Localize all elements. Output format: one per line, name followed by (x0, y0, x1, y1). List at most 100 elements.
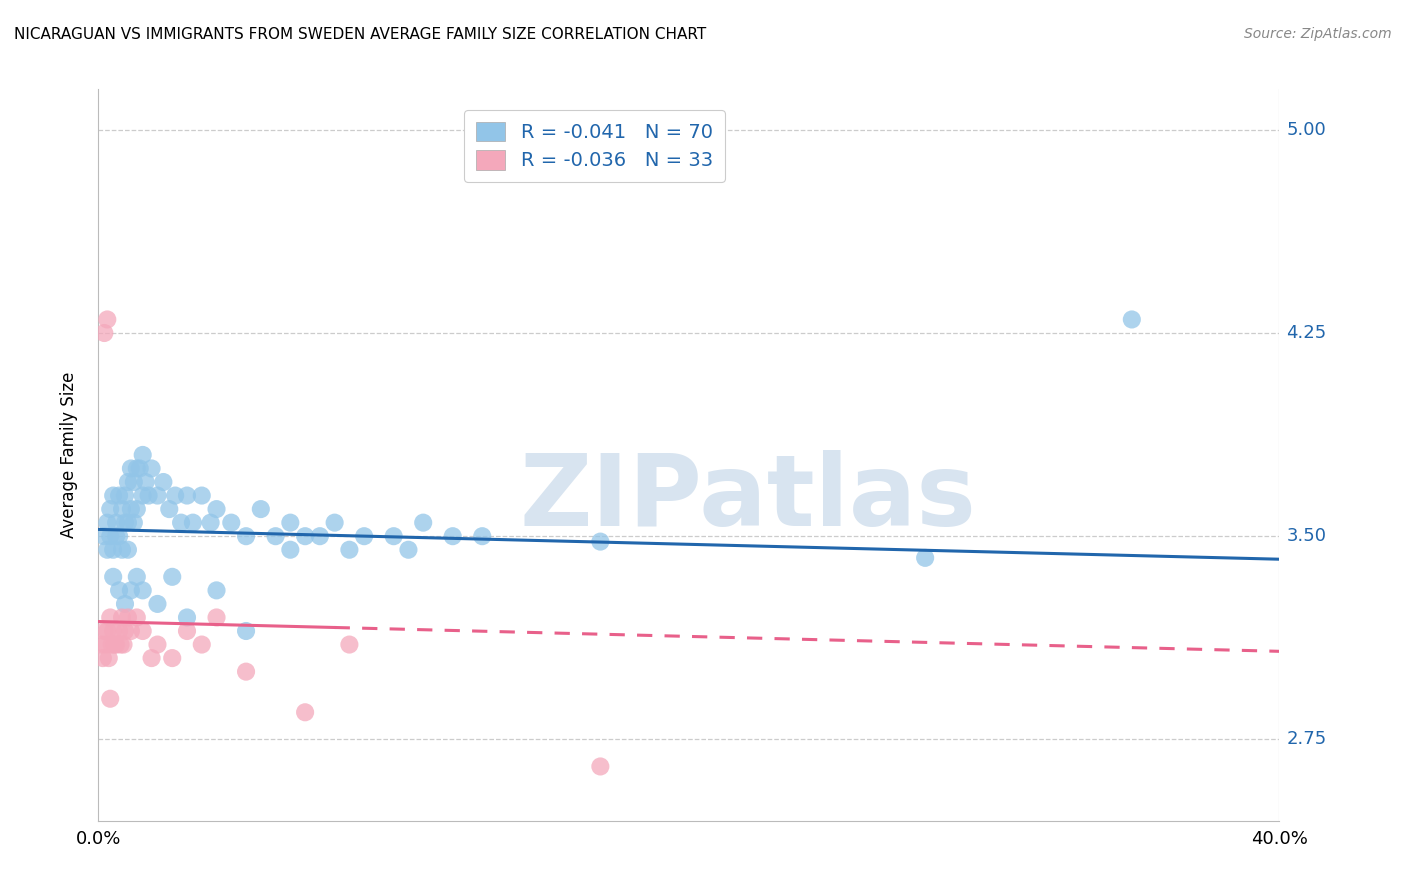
Point (471, 529, 494, 543)
Point (441, 529, 464, 543)
Point (294, 529, 316, 543)
Point (98, 502, 121, 516)
Point (108, 624, 131, 638)
Point (96, 542, 118, 557)
Point (103, 542, 125, 557)
Point (114, 597, 136, 611)
Point (176, 610, 198, 624)
Point (117, 610, 139, 624)
Legend: R = -0.041   N = 70, R = -0.036   N = 33: R = -0.041 N = 70, R = -0.036 N = 33 (464, 110, 724, 182)
Point (132, 489, 155, 503)
Point (353, 529, 375, 543)
Point (181, 516, 204, 530)
Point (98, 691, 121, 706)
Point (141, 461, 163, 475)
Point (114, 516, 136, 530)
Point (294, 706, 316, 720)
Point (138, 489, 160, 503)
Point (93, 326, 115, 340)
Point (96, 312, 118, 326)
Point (132, 624, 155, 638)
Text: 2.75: 2.75 (1286, 731, 1327, 748)
Text: NICARAGUAN VS IMMIGRANTS FROM SWEDEN AVERAGE FAMILY SIZE CORRELATION CHART: NICARAGUAN VS IMMIGRANTS FROM SWEDEN AVE… (14, 27, 706, 42)
Y-axis label: Average Family Size: Average Family Size (59, 372, 77, 538)
Point (125, 461, 148, 475)
Point (250, 502, 273, 516)
Point (165, 489, 187, 503)
Point (120, 624, 142, 638)
Point (162, 570, 183, 584)
Point (104, 638, 127, 652)
Point (103, 624, 125, 638)
Point (589, 534, 612, 549)
Point (108, 529, 131, 543)
Point (219, 516, 243, 530)
Point (120, 461, 142, 475)
Point (105, 516, 128, 530)
Point (176, 489, 198, 503)
Point (132, 583, 155, 598)
Point (132, 448, 155, 462)
Point (112, 638, 135, 652)
Point (157, 502, 180, 516)
Point (93, 529, 115, 543)
Point (105, 529, 128, 543)
Point (110, 638, 132, 652)
Point (278, 516, 302, 530)
Point (191, 489, 214, 503)
Point (170, 516, 193, 530)
Point (205, 583, 228, 598)
Point (108, 489, 131, 503)
Point (309, 529, 332, 543)
Point (108, 583, 131, 598)
Point (152, 475, 174, 489)
Point (146, 489, 169, 503)
Point (146, 597, 169, 611)
Point (205, 610, 228, 624)
Point (264, 529, 287, 543)
Point (125, 610, 148, 624)
Point (120, 502, 142, 516)
Point (120, 583, 142, 598)
Point (323, 516, 346, 530)
Point (235, 529, 257, 543)
Point (278, 542, 302, 557)
Point (176, 624, 198, 638)
Point (91, 651, 114, 665)
Point (100, 638, 122, 652)
Point (235, 624, 257, 638)
Point (90, 638, 112, 652)
Point (914, 550, 936, 565)
Point (396, 542, 419, 557)
Point (114, 489, 136, 503)
Point (589, 759, 612, 773)
Point (93, 624, 115, 638)
Text: 4.25: 4.25 (1286, 324, 1327, 342)
Point (94, 638, 117, 652)
Point (97, 651, 120, 665)
Point (412, 516, 434, 530)
Point (122, 475, 145, 489)
Point (337, 542, 360, 557)
Point (98, 529, 121, 543)
Point (162, 651, 183, 665)
Point (114, 624, 136, 638)
Text: ZIPatlas: ZIPatlas (520, 450, 976, 548)
Point (141, 651, 163, 665)
Point (111, 610, 134, 624)
Point (117, 542, 139, 557)
Point (105, 638, 128, 652)
Point (125, 502, 148, 516)
Point (205, 502, 228, 516)
Point (191, 638, 214, 652)
Text: 3.50: 3.50 (1286, 527, 1326, 545)
Point (98, 610, 121, 624)
Point (128, 461, 150, 475)
Point (382, 529, 405, 543)
Point (235, 665, 257, 679)
Point (117, 516, 139, 530)
Point (103, 570, 125, 584)
Point (117, 475, 139, 489)
Point (200, 516, 222, 530)
Point (146, 638, 169, 652)
